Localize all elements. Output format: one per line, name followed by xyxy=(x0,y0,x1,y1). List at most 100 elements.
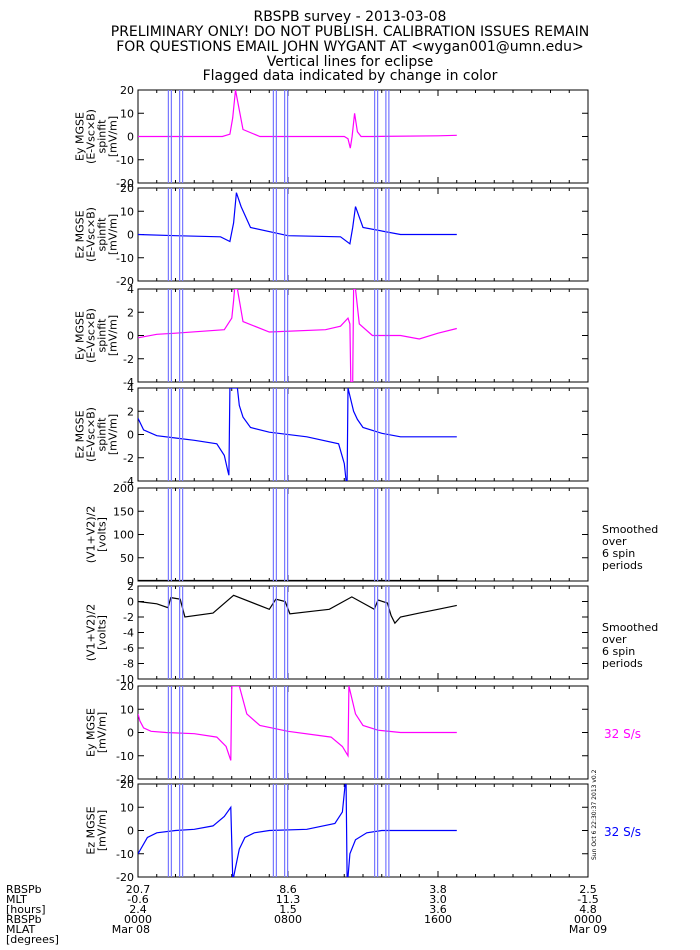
x-tick-label: 2.4 xyxy=(129,903,147,916)
y-tick-label: -10 xyxy=(116,154,134,167)
x-tick-label: 0800 xyxy=(274,913,302,926)
y-tick-label: -10 xyxy=(116,750,134,763)
y-axis-title-line: [mV/m] xyxy=(107,315,120,356)
y-tick-label: 0 xyxy=(127,575,134,588)
y-tick-label: -20 xyxy=(116,177,134,190)
y-axis-title-line: (V1+V2)/2 xyxy=(85,604,98,662)
y-tick-label: -20 xyxy=(116,773,134,786)
x-axis-row-label: MLT xyxy=(6,893,27,906)
side-stamp: Sun Oct 6 22:30:37 2013 v0.2 xyxy=(591,769,598,860)
y-tick-label: 10 xyxy=(120,205,134,218)
y-tick-label: 2 xyxy=(127,306,134,319)
data-series-line xyxy=(138,784,457,877)
x-axis-row-label: MLAT xyxy=(6,923,36,936)
y-axis-title-line: Ez MGSE xyxy=(74,210,87,258)
y-tick-label: 4 xyxy=(127,382,134,395)
x-tick-label: Mar 09 xyxy=(569,923,607,936)
y-axis-title-line: spinfit xyxy=(96,417,109,452)
y-tick-label: -10 xyxy=(116,848,134,861)
y-axis-title-line: (E-Vsc×B) xyxy=(85,407,98,462)
data-series-line xyxy=(138,90,457,149)
right-note-line: periods xyxy=(602,559,643,572)
panel-frame xyxy=(137,585,589,680)
panel-frame xyxy=(137,783,589,878)
y-axis-title-line: Ey MGSE xyxy=(85,708,98,757)
data-series-line xyxy=(138,289,457,382)
y-tick-label: 0 xyxy=(127,229,134,242)
y-axis-title-line: (E-Vsc×B) xyxy=(85,109,98,164)
right-note-line: over xyxy=(602,535,627,548)
x-axis-row-label: [degrees] xyxy=(6,933,59,946)
x-axis-labels: RBSPbMLT[hours]RBSPbMLAT[degrees]20.7-0.… xyxy=(6,883,607,946)
y-tick-label: 10 xyxy=(120,107,134,120)
right-note-line: 6 spin xyxy=(602,645,635,658)
x-tick-label: 8.6 xyxy=(279,883,297,896)
y-axis-title: Ey MGSE(E-Vsc×B)spinfit[mV/m] xyxy=(74,109,120,164)
y-tick-label: 50 xyxy=(120,552,134,565)
y-tick-label: 20 xyxy=(120,680,134,693)
x-tick-label: 2.5 xyxy=(579,883,597,896)
panel-frame xyxy=(137,487,589,582)
panel-frame xyxy=(137,187,589,282)
data-series-line xyxy=(138,686,457,761)
y-tick-label: 20 xyxy=(120,182,134,195)
data-series-line xyxy=(138,594,457,625)
y-tick-label: -4 xyxy=(123,475,134,488)
header-line-4: Vertical lines for eclipse xyxy=(267,54,433,70)
y-tick-label: 4 xyxy=(127,283,134,296)
x-axis-row-label: [hours] xyxy=(6,903,46,916)
figure-header: RBSPB survey - 2013-03-08 PRELIMINARY ON… xyxy=(111,9,589,84)
y-tick-label: -2 xyxy=(123,452,134,465)
panel-7: -20 -10 0 10 20 Ey MGSE[mV/m] 32 S/s xyxy=(85,680,642,786)
panel-frame xyxy=(137,685,589,780)
panel-5: 0 50 100 150 200 (V1+V2)/2[volts] Smoothedover… xyxy=(85,482,659,588)
right-note-line: over xyxy=(602,633,627,646)
right-note-line: periods xyxy=(602,657,643,670)
y-axis-title-line: Ey MGSE xyxy=(74,112,87,161)
x-tick-label: -1.5 xyxy=(577,893,598,906)
y-tick-label: 0 xyxy=(127,727,134,740)
header-line-2: PRELIMINARY ONLY! DO NOT PUBLISH. CALIBR… xyxy=(111,24,589,40)
y-tick-label: -6 xyxy=(123,642,134,655)
y-tick-label: -10 xyxy=(116,673,134,686)
x-tick-label: 0000 xyxy=(574,913,602,926)
y-axis-title-line: Ez MGSE xyxy=(74,410,87,458)
y-axis-title: Ez MGSE[mV/m] xyxy=(85,806,109,854)
y-tick-label: -4 xyxy=(123,376,134,389)
y-axis-title-line: spinfit xyxy=(96,318,109,353)
y-tick-label: 0 xyxy=(127,825,134,838)
x-tick-label: Mar 08 xyxy=(112,923,150,936)
y-tick-label: -10 xyxy=(116,252,134,265)
right-note-line: Smoothed xyxy=(602,523,658,536)
sample-rate-label: 32 S/s xyxy=(604,825,641,839)
x-tick-label: 3.6 xyxy=(429,903,447,916)
x-tick-label: 4.8 xyxy=(579,903,597,916)
header-line-1: RBSPB survey - 2013-03-08 xyxy=(254,9,447,25)
panel-4: -4 -2 0 2 4 Ez MGSE(E-Vsc×B)spinfit[mV/m] xyxy=(74,382,589,488)
y-tick-label: 2 xyxy=(127,405,134,418)
y-tick-label: 20 xyxy=(120,778,134,791)
panel-6: -10 -8 -6 -4 -2 0 2 (V1+V2)/2[volts] Smoothedove… xyxy=(85,580,659,686)
x-axis-row-label: RBSPb xyxy=(6,913,42,926)
y-tick-label: 0 xyxy=(127,596,134,609)
y-axis-title: Ez MGSE(E-Vsc×B)spinfit[mV/m] xyxy=(74,407,120,462)
x-tick-label: 20.7 xyxy=(126,883,151,896)
y-tick-label: 2 xyxy=(127,580,134,593)
y-tick-label: 20 xyxy=(120,84,134,97)
y-axis-title-line: (E-Vsc×B) xyxy=(85,207,98,262)
x-tick-label: 11.3 xyxy=(276,893,301,906)
y-axis-title: (V1+V2)/2[volts] xyxy=(85,604,109,662)
panel-frame xyxy=(137,387,589,482)
x-tick-label: -0.6 xyxy=(127,893,148,906)
y-tick-label: 200 xyxy=(113,482,134,495)
sample-rate-label: 32 S/s xyxy=(604,727,641,741)
y-tick-label: 10 xyxy=(120,801,134,814)
y-axis-title-line: (V1+V2)/2 xyxy=(85,506,98,564)
right-note-line: Smoothed xyxy=(602,621,658,634)
y-tick-label: 10 xyxy=(120,703,134,716)
y-axis-title-line: [volts] xyxy=(96,615,109,650)
x-tick-label: 3.8 xyxy=(429,883,447,896)
